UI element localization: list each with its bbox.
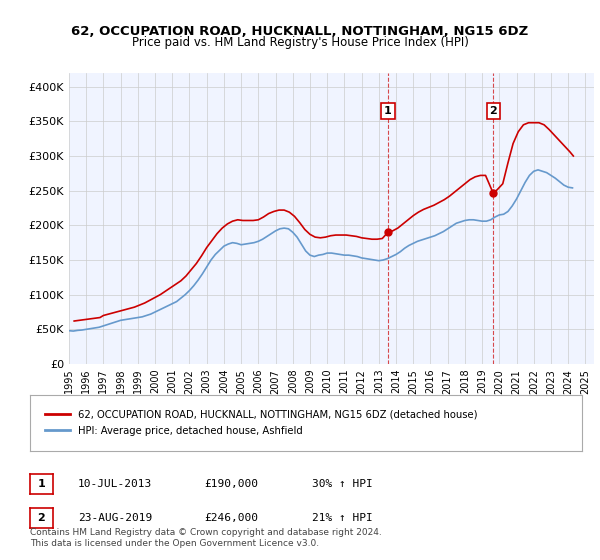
Text: Contains HM Land Registry data © Crown copyright and database right 2024.
This d: Contains HM Land Registry data © Crown c… [30,528,382,548]
Text: Price paid vs. HM Land Registry's House Price Index (HPI): Price paid vs. HM Land Registry's House … [131,36,469,49]
Text: 1: 1 [384,106,392,116]
Text: 62, OCCUPATION ROAD, HUCKNALL, NOTTINGHAM, NG15 6DZ: 62, OCCUPATION ROAD, HUCKNALL, NOTTINGHA… [71,25,529,38]
Text: 23-AUG-2019: 23-AUG-2019 [78,513,152,523]
Text: £246,000: £246,000 [204,513,258,523]
Text: 21% ↑ HPI: 21% ↑ HPI [312,513,373,523]
Text: £190,000: £190,000 [204,479,258,489]
Text: 2: 2 [38,513,45,523]
Legend: 62, OCCUPATION ROAD, HUCKNALL, NOTTINGHAM, NG15 6DZ (detached house), HPI: Avera: 62, OCCUPATION ROAD, HUCKNALL, NOTTINGHA… [41,406,481,440]
Text: 10-JUL-2013: 10-JUL-2013 [78,479,152,489]
Text: 30% ↑ HPI: 30% ↑ HPI [312,479,373,489]
Text: 2: 2 [490,106,497,116]
Text: 1: 1 [38,479,45,489]
